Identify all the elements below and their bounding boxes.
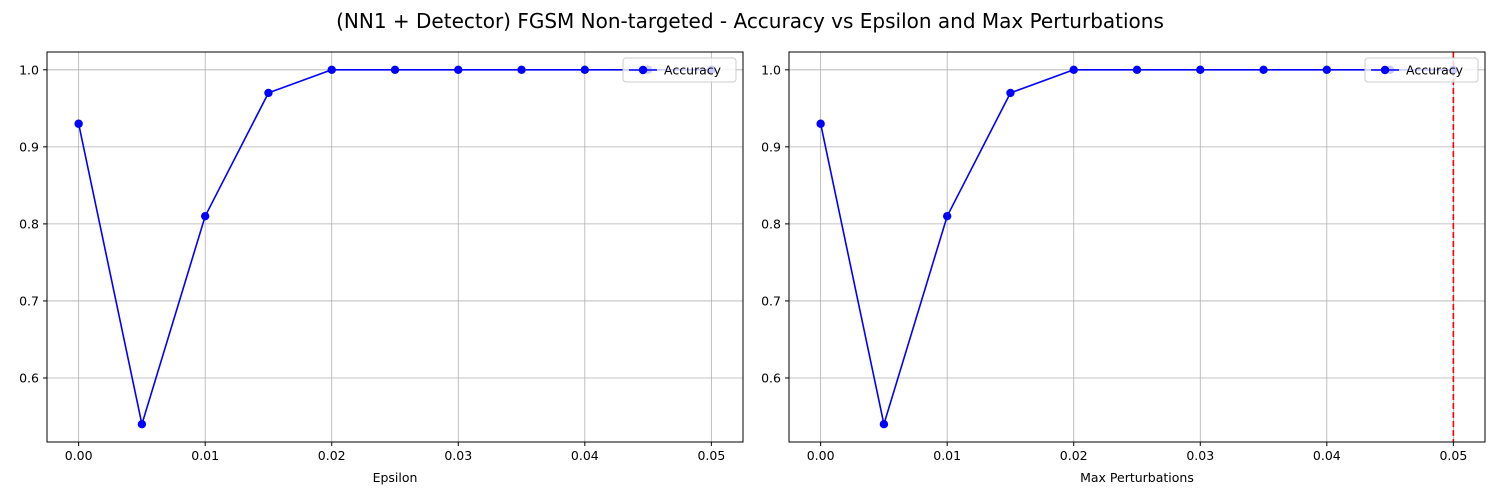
data-point <box>1069 65 1078 74</box>
y-tick-label: 0.8 <box>19 216 39 231</box>
legend: Accuracy <box>1364 57 1479 83</box>
y-tick-label: 0.9 <box>761 139 781 154</box>
x-tick-label: 0.01 <box>933 448 961 463</box>
legend-label: Accuracy <box>664 63 722 78</box>
data-point <box>816 119 825 128</box>
axes-frame <box>46 51 744 443</box>
chart-panel-max-perturbations: 0.00 0.01 0.02 0.03 0.04 0.05 0.6 0.7 0.8 0.9 1.0 M… <box>761 51 1486 485</box>
data-point <box>942 211 952 221</box>
y-tick-label: 1.0 <box>19 62 39 77</box>
y-tick-label: 0.8 <box>761 216 781 231</box>
legend-box <box>622 57 737 83</box>
data-point <box>879 420 889 429</box>
data-point <box>580 65 590 74</box>
series-line-accuracy <box>77 69 712 426</box>
data-point <box>517 65 526 74</box>
y-tick-label: 0.6 <box>761 370 781 385</box>
chart-panel-epsilon: 0.00 0.01 0.02 0.03 0.04 0.05 0.6 0.7 0.8 0.9 1.0 E… <box>19 51 744 485</box>
x-tick-label: 0.04 <box>571 448 599 463</box>
x-tick-label: 0.03 <box>1186 448 1214 463</box>
y-tick-label: 0.7 <box>19 293 39 308</box>
y-tick-label: 0.9 <box>19 139 39 154</box>
x-axis-label: Epsilon <box>373 470 418 485</box>
legend-box <box>1364 57 1479 83</box>
x-axis-label: Max Perturbations <box>1080 470 1194 485</box>
data-point <box>264 88 273 98</box>
data-point <box>1322 65 1332 74</box>
x-tick-label: 0.00 <box>65 448 93 463</box>
data-point <box>1132 65 1142 74</box>
x-tick-label: 0.02 <box>318 448 346 463</box>
x-tick-label: 0.02 <box>1060 448 1088 463</box>
legend: Accuracy <box>622 57 737 83</box>
figure-title: (NN1 + Detector) FGSM Non-targeted - Acc… <box>336 9 1164 33</box>
x-tick-label: 0.05 <box>1439 448 1467 463</box>
series-line-accuracy <box>819 69 1454 426</box>
data-point <box>390 65 400 74</box>
x-tick-label: 0.04 <box>1313 448 1341 463</box>
x-tick-label: 0.00 <box>807 448 835 463</box>
data-point <box>1196 65 1205 74</box>
data-point <box>1259 65 1268 74</box>
y-tick-label: 1.0 <box>761 62 781 77</box>
y-tick-label: 0.6 <box>19 370 39 385</box>
x-tick-label: 0.05 <box>697 448 725 463</box>
legend-label: Accuracy <box>1406 63 1464 78</box>
x-tick-label: 0.03 <box>444 448 472 463</box>
legend-marker-swatch <box>1380 65 1390 75</box>
data-point <box>327 65 336 74</box>
data-point <box>454 65 463 74</box>
data-point <box>137 420 147 429</box>
y-tick-label: 0.7 <box>761 293 781 308</box>
data-point <box>200 211 210 221</box>
legend-marker-swatch <box>638 65 648 75</box>
x-tick-label: 0.01 <box>191 448 219 463</box>
axes-frame <box>788 51 1486 443</box>
data-point <box>1006 88 1015 98</box>
data-point <box>74 119 83 128</box>
